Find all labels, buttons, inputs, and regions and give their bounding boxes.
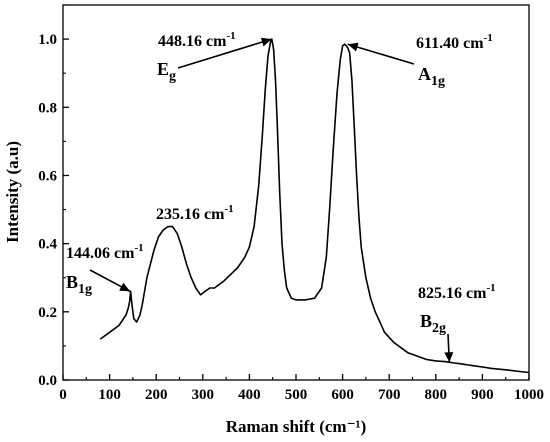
annotation-a1g-arrow-head xyxy=(347,42,359,52)
x-tick-label: 500 xyxy=(285,387,308,403)
x-axis-title: Raman shift (cm⁻¹) xyxy=(226,417,367,436)
x-tick-label: 300 xyxy=(192,387,215,403)
y-tick-label: 0.2 xyxy=(38,305,57,321)
y-tick-label: 0.6 xyxy=(38,168,57,184)
peak-annotations: 448.16 cm-1 Eg 611.40 cm-1 A1g 235.16 cm-1 14… xyxy=(66,30,496,363)
annotation-b2g-arrow-head xyxy=(444,352,454,363)
annotation-b1g-value: 144.06 cm-1 xyxy=(66,242,144,262)
y-tick-label: 0.4 xyxy=(38,237,57,253)
annotation-b2g-value: 825.16 cm-1 xyxy=(418,282,496,302)
annotation-a1g-symbol: A1g xyxy=(418,64,445,89)
x-tick-label: 800 xyxy=(425,387,448,403)
annotation-a1g-value: 611.40 cm-1 xyxy=(416,32,493,52)
y-axis-ticks: 0.0 0.2 0.4 0.6 0.8 1.0 xyxy=(38,4,69,389)
x-tick-label: 100 xyxy=(98,387,121,403)
x-tick-label: 1000 xyxy=(514,387,544,403)
annotation-p235-value: 235.16 cm-1 xyxy=(156,203,234,223)
annotation-eg-arrow-head xyxy=(260,37,272,47)
spectrum-line xyxy=(99,38,530,374)
annotation-eg-symbol: Eg xyxy=(157,59,176,84)
x-tick-label: 700 xyxy=(378,387,401,403)
y-tick-label: 0.8 xyxy=(38,100,57,116)
annotation-b1g-arrow-head xyxy=(119,282,131,292)
annotation-eg-arrow-line xyxy=(177,38,273,69)
x-tick-label: 400 xyxy=(238,387,261,403)
annotation-b2g-symbol: B2g xyxy=(420,311,446,336)
x-tick-label: 900 xyxy=(471,387,494,403)
plot-frame xyxy=(62,4,530,381)
x-tick-label: 600 xyxy=(331,387,354,403)
annotation-a1g-arrow-line xyxy=(347,43,415,65)
x-axis-ticks: 0 100 200 300 400 500 600 700 800 900 1000 xyxy=(59,374,544,403)
y-tick-label: 1.0 xyxy=(38,32,57,48)
x-tick-label: 200 xyxy=(145,387,168,403)
x-tick-label: 0 xyxy=(59,387,67,403)
y-axis-title: Intensity (a.u) xyxy=(3,141,22,243)
annotation-eg-value: 448.16 cm-1 xyxy=(158,30,236,50)
annotation-b1g-symbol: B1g xyxy=(66,272,92,297)
y-tick-label: 0.0 xyxy=(38,373,57,389)
